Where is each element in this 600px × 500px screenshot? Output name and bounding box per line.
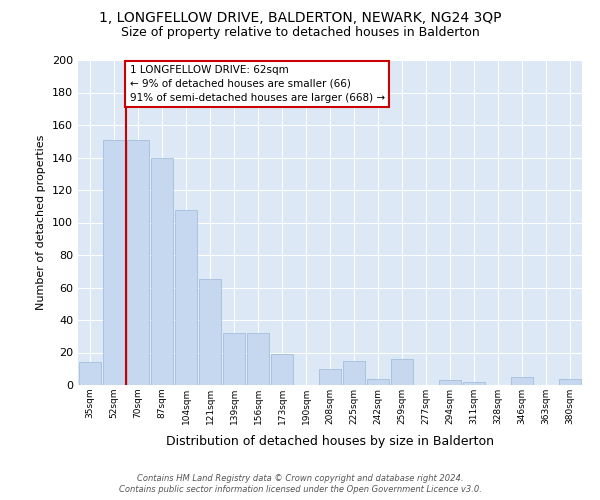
Bar — [343, 360, 365, 385]
Y-axis label: Number of detached properties: Number of detached properties — [37, 135, 46, 310]
Text: 1 LONGFELLOW DRIVE: 62sqm
← 9% of detached houses are smaller (66)
91% of semi-d: 1 LONGFELLOW DRIVE: 62sqm ← 9% of detach… — [130, 65, 385, 103]
Bar — [463, 382, 485, 385]
Bar — [223, 333, 245, 385]
Bar — [175, 210, 197, 385]
Text: Contains HM Land Registry data © Crown copyright and database right 2024.
Contai: Contains HM Land Registry data © Crown c… — [119, 474, 481, 494]
Bar — [391, 359, 413, 385]
Bar — [247, 333, 269, 385]
Bar — [367, 378, 389, 385]
Bar — [511, 377, 533, 385]
Bar — [559, 378, 581, 385]
Bar — [439, 380, 461, 385]
Bar — [199, 280, 221, 385]
Bar — [127, 140, 149, 385]
Text: 1, LONGFELLOW DRIVE, BALDERTON, NEWARK, NG24 3QP: 1, LONGFELLOW DRIVE, BALDERTON, NEWARK, … — [99, 11, 501, 25]
X-axis label: Distribution of detached houses by size in Balderton: Distribution of detached houses by size … — [166, 436, 494, 448]
Bar — [103, 140, 125, 385]
Text: Size of property relative to detached houses in Balderton: Size of property relative to detached ho… — [121, 26, 479, 39]
Bar — [319, 369, 341, 385]
Bar — [79, 362, 101, 385]
Bar — [271, 354, 293, 385]
Bar — [151, 158, 173, 385]
